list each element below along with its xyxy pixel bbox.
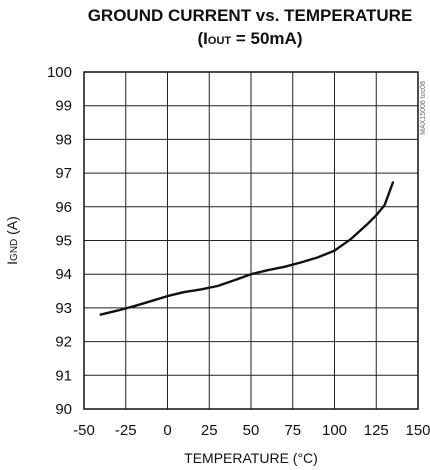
chart-subtitle: (IOUT = 50mA)	[70, 29, 430, 49]
subtitle-prefix: (I	[197, 29, 208, 48]
grid	[84, 72, 418, 409]
x-tick-label: -50	[73, 422, 95, 439]
x-tick-label: 100	[322, 422, 347, 439]
chart-title: GROUND CURRENT vs. TEMPERATURE	[87, 6, 413, 25]
x-tick-label: 150	[405, 422, 430, 439]
y-axis-label-suffix: (A)	[4, 216, 20, 239]
x-tick-label: 25	[201, 422, 218, 439]
y-axis-label-subscript: GND	[9, 239, 20, 261]
y-tick-label: 100	[47, 64, 72, 81]
tick-labels: -50 -25 0 25 50 75 100 125 150 90 91 92 93 94 95 96 97 98…	[47, 64, 430, 439]
y-tick-label: 98	[55, 131, 72, 148]
x-axis-label: TEMPERATURE (°C)	[184, 450, 318, 466]
y-tick-label: 92	[55, 334, 72, 351]
x-tick-label: 125	[364, 422, 389, 439]
watermark: MAX15006 toc08	[420, 81, 427, 135]
x-tick-label: -25	[115, 422, 137, 439]
y-tick-label: 90	[55, 401, 72, 418]
y-tick-label: 97	[55, 165, 72, 182]
y-tick-label: 91	[55, 367, 72, 384]
subtitle-subscript: OUT	[207, 35, 232, 47]
subtitle-suffix: = 50mA)	[231, 29, 303, 48]
y-tick-label: 94	[55, 266, 72, 283]
x-tick-label: 75	[284, 422, 301, 439]
y-axis-label-main: I	[4, 261, 20, 265]
x-tick-label: 0	[163, 422, 171, 439]
series-lines	[99, 181, 395, 316]
y-tick-label: 96	[55, 199, 72, 216]
y-tick-label: 95	[55, 233, 72, 250]
plot-frame	[83, 71, 419, 410]
series-line	[99, 181, 395, 316]
x-tick-label: 50	[243, 422, 260, 439]
y-axis-label: IGND (A)	[4, 216, 20, 265]
y-tick-label: 93	[55, 300, 72, 317]
y-tick-label: 99	[55, 98, 72, 115]
